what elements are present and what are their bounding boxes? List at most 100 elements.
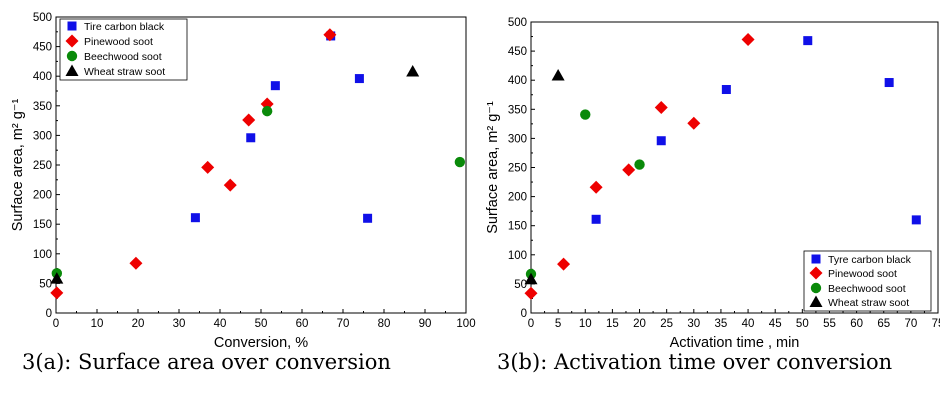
x-tick-label-a: 40 [214,318,227,330]
point-pinewood-soot [201,160,215,174]
chart-a: 0 50 100 150 200 250 300 350 400 450 500 0 10 20 30 40 5… [10,12,476,351]
point-beechwood-soot [580,109,591,120]
point-beechwood-soot [261,105,273,117]
y-tick-label-b: 200 [508,192,527,204]
point-pinewood-soot [50,286,64,300]
legend-label-pinewood-soot: Pinewood soot [84,36,153,48]
x-tick-label-b: 30 [687,318,700,330]
point-tire-carbon-black [270,81,280,91]
x-tick-label-a: 100 [456,318,475,330]
x-tick-label-a: 0 [53,318,59,330]
caption-b: 3(b): Activation time over conversion [497,350,893,374]
x-tick-label-a: 50 [255,318,268,330]
point-tyre-carbon-black [721,85,731,95]
y-tick-label-b: 100 [508,250,527,262]
legend-marker-tire-carbon-black [67,21,77,31]
y-tick-label-b: 300 [508,133,527,145]
point-pinewood-soot [589,180,603,194]
point-wheat-straw-soot [551,69,565,81]
y-tick-label-a: 400 [33,71,52,83]
series-tire-carbon-black-a [190,31,373,223]
y-axis-label-b: Surface area, m² g⁻¹ [485,101,501,234]
legend-b: Tyre carbon black Pinewood soot Beechwood … [803,250,932,312]
y-tick-label-a: 100 [33,249,52,261]
point-pinewood-soot [242,113,256,127]
series-beechwood-soot-a [51,105,466,279]
point-tire-carbon-black [354,74,364,84]
point-tyre-carbon-black [656,136,666,146]
x-axis-label-b: Activation time , min [670,335,800,351]
y-axis-label-a: Surface area, m² g⁻¹ [10,99,26,232]
y-tick-label-a: 150 [33,219,52,231]
legend-box-a [59,18,188,81]
y-tick-label-b: 500 [508,17,527,29]
point-pinewood-soot [223,178,237,192]
series-tyre-carbon-black-b [591,36,921,225]
y-tick-label-a: 350 [33,101,52,113]
x-tick-label-b: 40 [742,318,755,330]
x-tick-label-b: 65 [877,318,890,330]
legend-label-tyre-carbon-black: Tyre carbon black [828,254,912,266]
legend-label-pinewood-soot: Pinewood soot [828,268,897,280]
point-pinewood-soot [687,116,701,130]
point-wheat-straw-soot [406,64,420,77]
legend-box-b [803,250,932,312]
x-tick-label-b: 35 [715,318,728,330]
point-beechwood-soot [634,159,645,170]
legend-marker-tyre-carbon-black [811,254,821,264]
point-pinewood-soot [741,32,755,46]
y-tick-label-b: 400 [508,75,527,87]
x-tick-label-a: 10 [91,318,104,330]
legend-marker-beechwood-soot [66,50,78,62]
x-tick-label-a: 90 [419,318,432,330]
x-tick-label-b: 5 [555,318,561,330]
legend-label-tire-carbon-black: Tire carbon black [84,21,165,33]
y-tick-label-a: 250 [33,160,52,172]
y-tick-label-b: 450 [508,46,527,58]
x-tick-label-b: 45 [769,318,782,330]
point-pinewood-soot [654,101,668,115]
legend-a: Tire carbon black Pinewood soot Beechwood … [59,18,188,81]
x-tick-label-b: 75 [932,318,940,330]
x-tick-label-b: 60 [850,318,863,330]
x-tick-label-a: 30 [173,318,186,330]
legend-label-beechwood-soot: Beechwood soot [828,283,906,295]
legend-label-wheat-straw-soot: Wheat straw soot [828,297,909,309]
series-beechwood-soot-b [525,109,645,280]
point-pinewood-soot [622,163,636,177]
series-wheat-straw-soot-a [50,64,420,284]
x-tick-label-b: 70 [904,318,917,330]
y-tick-label-a: 200 [33,190,52,202]
x-tick-label-a: 80 [378,318,391,330]
legend-label-beechwood-soot: Beechwood soot [84,51,162,63]
x-tick-label-b: 55 [823,318,836,330]
caption-a: 3(a): Surface area over conversion [22,350,391,374]
y-tick-label-b: 150 [508,221,527,233]
point-tire-carbon-black [246,133,256,143]
y-tick-label-b: 0 [521,308,527,320]
x-tick-label-a: 20 [132,318,145,330]
x-tick-label-a: 60 [296,318,309,330]
y-tick-label-b: 50 [514,279,527,291]
point-pinewood-soot [524,286,538,300]
point-tire-carbon-black [190,213,200,223]
y-tick-label-a: 500 [33,12,52,24]
legend-marker-beechwood-soot [810,282,822,294]
x-tick-label-b: 15 [606,318,619,330]
point-tyre-carbon-black [911,215,921,225]
point-wheat-straw-soot [50,272,64,284]
series-wheat-straw-soot-b [524,69,565,285]
point-pinewood-soot [557,257,571,271]
point-tire-carbon-black [363,213,373,223]
x-axis-label-a: Conversion, % [214,335,308,351]
point-beechwood-soot [454,156,466,168]
x-tick-label-b: 50 [796,318,809,330]
legend-marker-pinewood-soot [65,34,79,48]
y-tick-label-b: 250 [508,163,527,175]
point-pinewood-soot [323,28,337,42]
series-pinewood-soot-b [524,32,755,300]
point-tyre-carbon-black [884,78,894,88]
x-tick-label-b: 10 [579,318,592,330]
point-wheat-straw-soot [524,272,538,285]
